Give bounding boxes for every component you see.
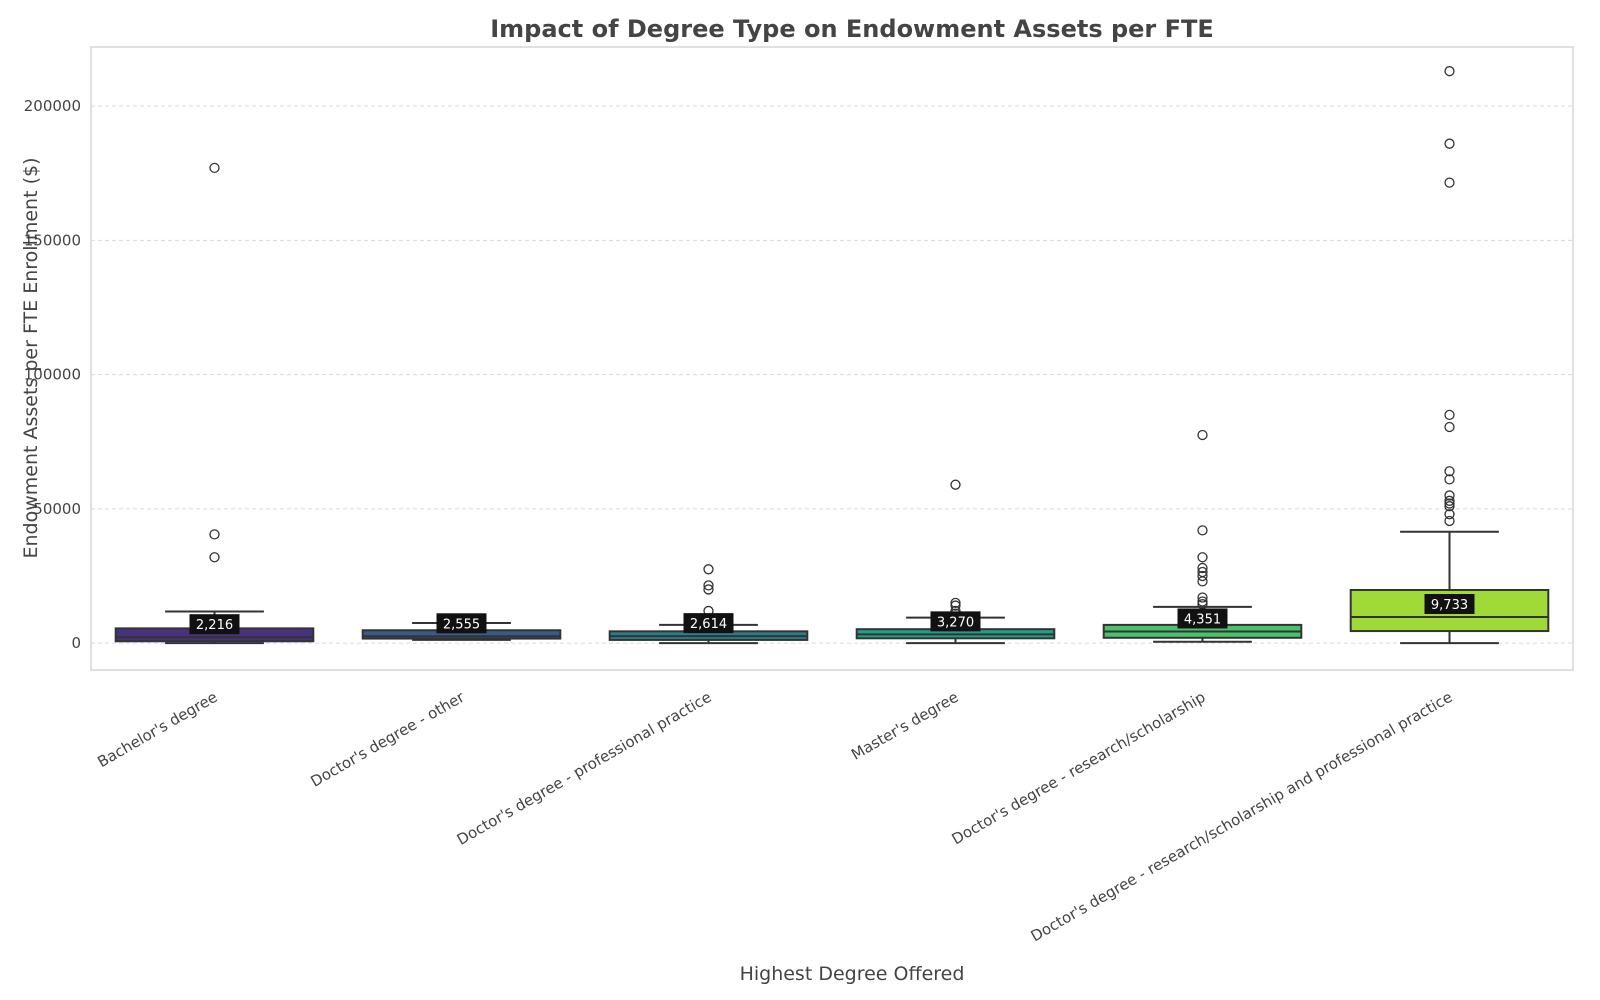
outlier-point [1444, 66, 1455, 77]
median-label: 2,614 [690, 617, 727, 632]
outlier-point [209, 529, 220, 540]
box-group: 4,351 [1102, 429, 1303, 643]
box-group: 2,555 [361, 613, 562, 641]
x-tick-label: Doctor's degree - other [307, 687, 468, 790]
y-tick-label: 0 [71, 634, 81, 652]
outlier-point [950, 479, 961, 490]
boxes: 2,216 2,555 2,614 3,270 4,351 9,733 [114, 66, 1550, 645]
x-tick-label: Doctor's degree - research/scholarship a… [1028, 688, 1456, 945]
outlier-point [703, 580, 714, 591]
outlier-point [1444, 495, 1455, 506]
outlier-point [1444, 466, 1455, 477]
median-label: 4,351 [1184, 612, 1221, 627]
x-tick-label: Doctor's degree - professional practice [454, 688, 715, 849]
box-group: 2,216 [114, 162, 315, 645]
outlier-point [703, 564, 714, 575]
y-axis-ticks: 0 50000 100000 150000 200000 [24, 97, 81, 652]
outlier-point [1444, 138, 1455, 149]
outlier-point [1197, 552, 1208, 563]
outlier-point [1444, 421, 1455, 433]
outlier-point [1197, 562, 1208, 574]
box-group: 2,614 [608, 564, 809, 645]
outlier-point [1444, 515, 1455, 527]
median-label-bg [930, 611, 981, 632]
outlier-point [1197, 596, 1208, 607]
outlier-point [1197, 525, 1208, 536]
outlier-point [950, 600, 961, 611]
median-label-bg [1177, 608, 1228, 629]
outlier-point [1197, 576, 1208, 587]
outlier-point [1444, 490, 1455, 501]
x-tick-label: Bachelor's degree [94, 688, 220, 771]
x-tick-label: Doctor's degree - research/scholarship [949, 688, 1209, 848]
box-group: 9,733 [1349, 66, 1550, 645]
outlier-point [1197, 592, 1208, 603]
median-label-bg [683, 613, 734, 634]
y-tick-label: 150000 [24, 231, 81, 249]
median-label-bg [1424, 594, 1475, 615]
x-axis-ticks: Bachelor's degree Doctor's degree - other… [94, 687, 1455, 945]
outlier-point [1197, 570, 1208, 582]
median-label: 9,733 [1431, 598, 1468, 613]
y-axis-title: Endowment Assets per FTE Enrollment ($) [20, 158, 42, 559]
median-label: 2,555 [443, 617, 480, 632]
chart-title: Impact of Degree Type on Endowment Asset… [490, 15, 1214, 43]
outlier-point [1444, 498, 1455, 509]
median-label-bg [189, 614, 240, 635]
x-axis-title: Highest Degree Offered [740, 963, 965, 985]
outlier-point [1444, 509, 1455, 520]
y-tick-label: 50000 [33, 500, 81, 518]
y-tick-label: 200000 [24, 97, 81, 115]
y-tick-label: 100000 [24, 366, 81, 384]
median-label: 2,216 [196, 618, 233, 633]
outlier-point [1197, 429, 1208, 441]
outlier-point [209, 552, 220, 563]
outlier-point [1444, 474, 1455, 485]
box-group: 3,270 [855, 479, 1056, 645]
median-label: 3,270 [937, 615, 974, 630]
plot-area [90, 46, 1574, 671]
outlier-point [950, 597, 961, 609]
outlier-point [209, 162, 220, 173]
outlier-point [1444, 177, 1455, 188]
x-tick-label: Master's degree [848, 688, 961, 764]
outlier-point [703, 584, 714, 595]
gridlines [91, 105, 1573, 644]
median-label-bg [436, 613, 487, 634]
outlier-point [1444, 409, 1455, 421]
outlier-point [1444, 501, 1455, 512]
